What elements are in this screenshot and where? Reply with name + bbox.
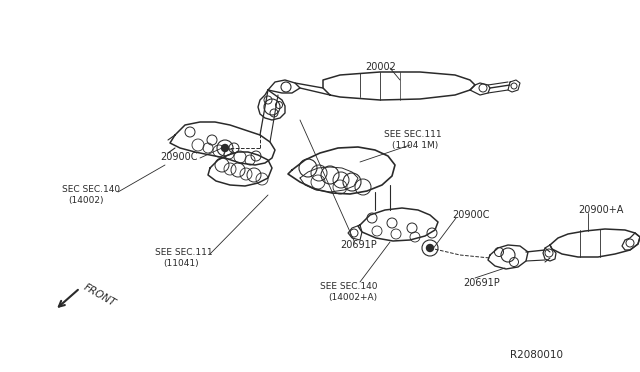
Text: FRONT: FRONT <box>82 282 118 308</box>
Text: SEE SEC.111: SEE SEC.111 <box>384 130 442 139</box>
Text: (1104 1M): (1104 1M) <box>392 141 438 150</box>
Circle shape <box>426 244 433 251</box>
Text: SEC SEC.140: SEC SEC.140 <box>62 185 120 194</box>
Text: R2080010: R2080010 <box>510 350 563 360</box>
Text: SEE SEC.140: SEE SEC.140 <box>320 282 378 291</box>
Text: (14002+A): (14002+A) <box>328 293 377 302</box>
Circle shape <box>221 144 228 151</box>
Text: 20002: 20002 <box>365 62 396 72</box>
Text: 20900C: 20900C <box>160 152 198 162</box>
Text: 20900C: 20900C <box>452 210 490 220</box>
Text: 20691P: 20691P <box>463 278 500 288</box>
Text: SEE SEC.111: SEE SEC.111 <box>155 248 212 257</box>
Text: 20900+A: 20900+A <box>578 205 623 215</box>
Text: (14002): (14002) <box>68 196 104 205</box>
Text: (11041): (11041) <box>163 259 198 268</box>
Text: 20691P: 20691P <box>340 240 377 250</box>
